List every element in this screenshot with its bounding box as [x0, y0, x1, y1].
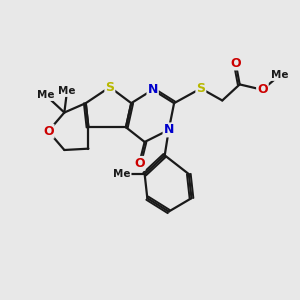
Text: Me: Me [271, 70, 289, 80]
Text: S: S [105, 81, 114, 94]
Text: O: O [43, 125, 54, 138]
Text: S: S [196, 82, 206, 95]
Text: N: N [164, 123, 174, 136]
Text: N: N [148, 83, 158, 96]
Text: O: O [257, 83, 268, 96]
Text: Me: Me [37, 90, 54, 100]
Text: O: O [230, 56, 241, 70]
Text: Me: Me [113, 169, 130, 179]
Text: Me: Me [58, 86, 76, 96]
Text: O: O [134, 157, 145, 170]
